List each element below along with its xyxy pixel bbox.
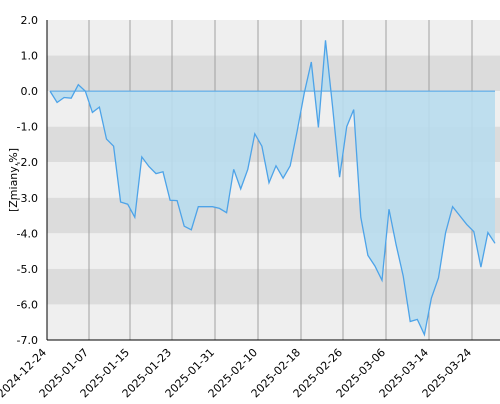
y-tick-label: 2.0 [21, 14, 39, 27]
y-tick-label: -7.0 [17, 334, 38, 347]
y-tick-label: -2.0 [17, 156, 38, 169]
y-tick-label: -1.0 [17, 121, 38, 134]
y-tick-label: -6.0 [17, 298, 38, 311]
y-tick-label: -5.0 [17, 263, 38, 276]
area-layer [49, 40, 496, 337]
grid-band [47, 20, 500, 56]
y-tick-label: -4.0 [17, 227, 38, 240]
x-tick-labels: 2024-12-242025-01-072025-01-152025-01-23… [0, 346, 474, 400]
y-axis-label: [Zmiany,%] [7, 148, 20, 212]
series-line [49, 40, 496, 337]
y-tick-label: -3.0 [17, 192, 38, 205]
axes [46, 20, 500, 341]
y-tick-label: 0.0 [21, 85, 39, 98]
grid-band [47, 55, 500, 92]
y-tick-labels: 2.0 1.0 0.0 -1.0 -2.0 -3.0 -4.0 -5.0 -6.0 -7.0 [17, 14, 38, 347]
grid-band [47, 304, 500, 340]
y-tick-label: 1.0 [21, 50, 39, 63]
